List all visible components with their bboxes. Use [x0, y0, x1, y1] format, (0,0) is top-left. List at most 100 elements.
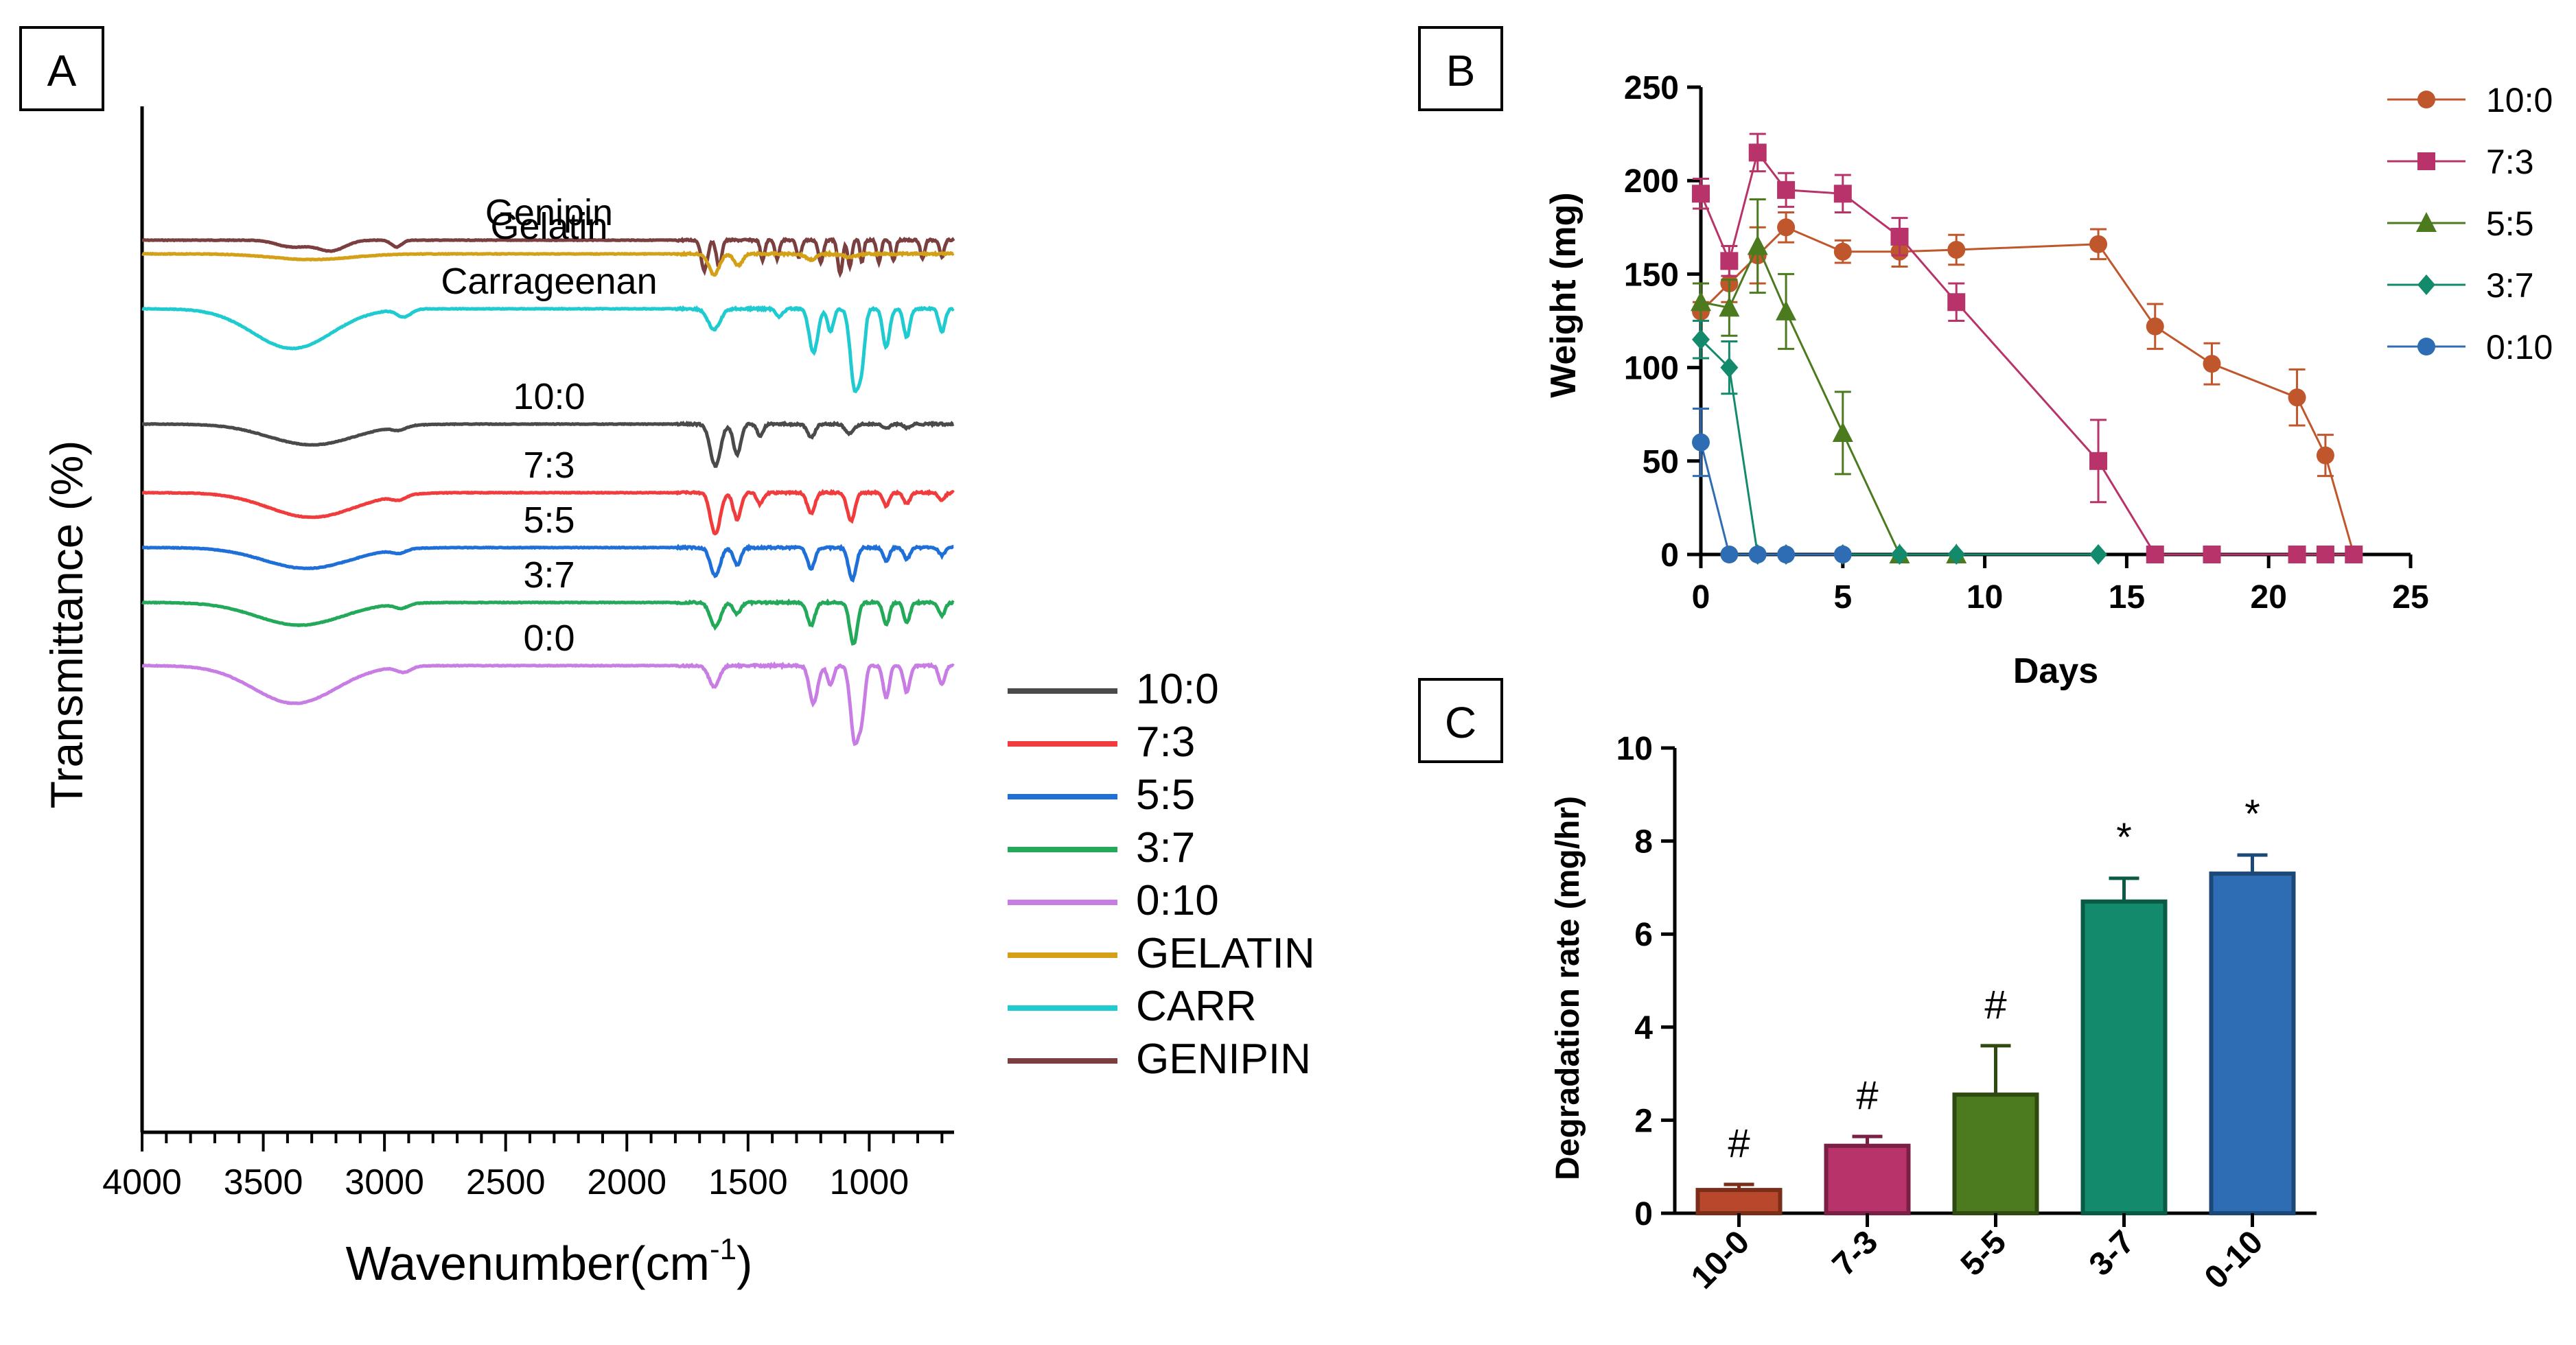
data-point	[2089, 544, 2108, 565]
legend-label: GENIPIN	[1136, 1036, 1311, 1083]
legend-label: 5:5	[2486, 204, 2534, 243]
data-point	[1776, 300, 1797, 320]
legend-marker	[2417, 91, 2435, 108]
legend-label: 7:3	[2486, 143, 2534, 181]
x-tick-label: 10	[1966, 579, 2003, 616]
y-tick-label: 100	[1624, 351, 1679, 387]
spectrum-label: 10:0	[513, 376, 585, 417]
data-point	[1692, 433, 1710, 452]
legend-label: 0:10	[2486, 328, 2553, 366]
category-label: 3-7	[2082, 1224, 2142, 1283]
panel-c-label: C	[1445, 698, 1476, 747]
significance-mark: *	[2244, 792, 2260, 837]
bar-0-10	[2209, 872, 2296, 1216]
spectrum-label: 5:5	[523, 500, 575, 541]
data-point	[1692, 329, 1710, 350]
spectrum-5:5	[142, 543, 954, 583]
x-tick-label: 3000	[345, 1162, 424, 1202]
data-point	[1720, 546, 1739, 563]
legend-marker	[2417, 274, 2435, 295]
data-point	[1777, 546, 1796, 563]
panel-b-axes: 0 50 100 150 200 250 0 5 10 15 20 25	[1624, 70, 2429, 616]
significance-mark: *	[2116, 815, 2132, 860]
y-tick-label: 4	[1634, 1010, 1653, 1046]
significance-mark: #	[1728, 1121, 1750, 1166]
category-label: 10-0	[1684, 1224, 1756, 1296]
legend-label: 7:3	[1136, 718, 1195, 766]
data-point	[1833, 242, 1852, 261]
data-point	[1720, 357, 1739, 378]
x-tick-label: 3500	[224, 1162, 303, 1202]
spectrum-label: Gelatin	[490, 206, 607, 247]
legend-label: 0:10	[1136, 877, 1219, 924]
series-line	[1699, 226, 2355, 555]
legend-label: 10:0	[1136, 666, 1219, 713]
spectrum-label: 0:0	[523, 618, 575, 659]
panel-a-x-label: Wavenumber(cm-1)	[346, 1232, 753, 1290]
series-line	[1699, 150, 2354, 556]
panel-b-legend: 10:0 7:3 5:5 3:7 0:10	[2387, 81, 2553, 366]
data-point	[1833, 185, 1852, 203]
data-point	[1947, 240, 1966, 259]
x-tick-label: 4000	[102, 1162, 182, 1202]
panel-b-x-label: Days	[2013, 651, 2098, 691]
data-point	[2345, 546, 2363, 563]
data-point	[2203, 546, 2221, 563]
y-tick-label: 0	[1660, 537, 1679, 574]
series-line	[1699, 338, 2098, 556]
data-point	[1947, 544, 1966, 565]
spectrum-7:3	[142, 489, 955, 536]
legend-marker	[2417, 338, 2435, 355]
data-point	[2089, 235, 2108, 253]
data-point	[2146, 317, 2164, 336]
significance-mark: #	[1984, 983, 2006, 1027]
panel-a-y-label: Transmittance (%)	[41, 441, 92, 809]
legend-label: 3:7	[2486, 266, 2534, 305]
y-tick-label: 2	[1634, 1103, 1653, 1139]
data-point	[1890, 544, 1909, 565]
panel-c-label-box	[1418, 678, 1503, 763]
data-point	[1947, 293, 1966, 312]
data-point	[1747, 235, 1768, 255]
bar-7-3	[1824, 1143, 1911, 1215]
legend-label: CARR	[1136, 983, 1257, 1030]
series-7:3	[1692, 132, 2363, 563]
data-point	[1719, 296, 1740, 317]
data-point	[2203, 355, 2221, 373]
panel-b-label: B	[1446, 46, 1476, 95]
data-point	[2288, 388, 2306, 407]
legend-label: 3:7	[1136, 824, 1195, 872]
x-tick-label: 15	[2109, 579, 2145, 616]
spectrum-label: Genipin	[485, 192, 613, 233]
data-point	[1832, 421, 1853, 442]
data-point	[1890, 227, 1909, 246]
panel-a-label: A	[47, 46, 77, 95]
panel-a-spectra	[141, 236, 955, 747]
spectrum-label: Carrageenan	[441, 261, 657, 302]
y-tick-label: 0	[1634, 1196, 1653, 1232]
data-point	[1833, 546, 1852, 563]
x-tick-label: 20	[2251, 579, 2287, 616]
panel-c-plot: #10-0 #7-3 #5-5 * 3-7 * 0-10	[1684, 792, 2296, 1296]
panel-b-label-box	[1418, 26, 1503, 111]
panel-a-legend: 10:0 7:3 5:5 3:7 0:10 GELATIN CARR GENIPIN	[1008, 666, 1315, 1083]
y-tick-label: 10	[1616, 731, 1653, 767]
data-point	[1777, 180, 1796, 199]
data-point	[1748, 143, 1767, 162]
spectrum-GELATIN	[141, 249, 955, 277]
bar-3-7	[2080, 899, 2168, 1215]
panel-c: C 0 2 4 6 8 10 #10-0 #7-3 #5-5 * 3-7 * 0-10 Degrada…	[1418, 678, 2317, 1296]
x-tick-label: 2000	[587, 1162, 666, 1202]
legend-marker	[2417, 152, 2435, 170]
x-tick-label: 5	[1833, 579, 1852, 616]
x-tick-label: 1500	[708, 1162, 788, 1202]
x-tick-label: 1000	[830, 1162, 909, 1202]
significance-mark: #	[1856, 1073, 1878, 1118]
spectrum-label: 7:3	[523, 445, 575, 486]
spectrum-0:10	[141, 661, 955, 747]
series-0:10	[1692, 408, 1852, 563]
data-point	[2316, 546, 2334, 563]
y-tick-label: 50	[1643, 444, 1679, 480]
